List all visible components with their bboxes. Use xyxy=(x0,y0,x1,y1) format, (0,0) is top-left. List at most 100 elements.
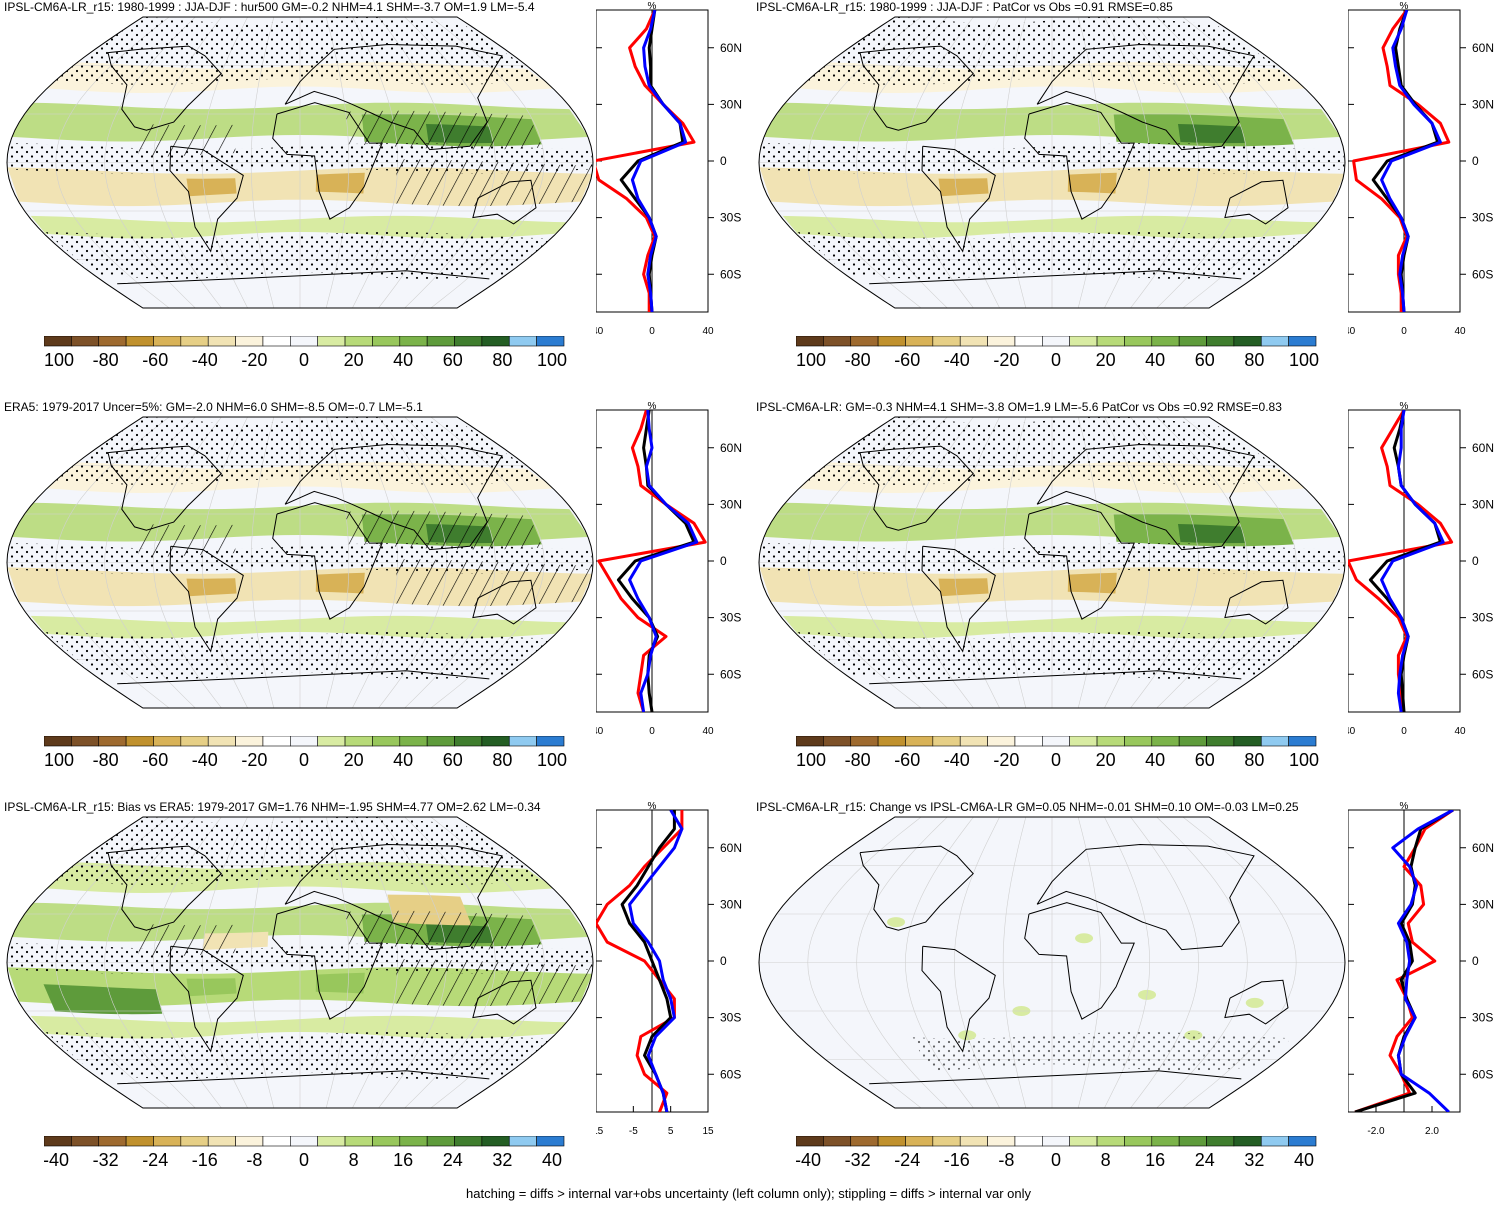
colorbar-swatch xyxy=(317,336,346,347)
colorbar-tick-label: -40 xyxy=(944,750,970,770)
colorbar-swatch xyxy=(262,736,291,747)
profile-line-black xyxy=(616,410,696,712)
colorbar-swatch xyxy=(1233,1136,1262,1147)
profile-line-red xyxy=(1348,410,1454,712)
colorbar-tick-label: -100 xyxy=(44,750,74,770)
colorbar-swatch xyxy=(125,336,154,347)
colorbar-tick-label: -80 xyxy=(93,350,119,370)
colorbar-tick-label: 8 xyxy=(349,1150,359,1170)
footer-note: hatching = diffs > internal var+obs unce… xyxy=(466,1186,1031,1201)
colorbar-tick-label: 20 xyxy=(1096,750,1116,770)
panel-title: IPSL-CM6A-LR_r15: Bias vs ERA5: 1979-201… xyxy=(4,800,541,814)
profile-x-tick-label: 0 xyxy=(1401,326,1407,337)
colorbar-tick-label: 0 xyxy=(1051,750,1061,770)
profile-line-black xyxy=(1368,410,1442,712)
colorbar-swatch xyxy=(1124,1136,1153,1147)
colorbar-tick-label: 100 xyxy=(537,350,567,370)
colorbar-swatch xyxy=(1178,1136,1207,1147)
colorbar-tick-label: 40 xyxy=(1145,350,1165,370)
colorbar-swatch xyxy=(180,336,209,347)
colorbar-swatch xyxy=(905,336,934,347)
colorbar-swatch xyxy=(44,336,72,347)
colorbar-swatch xyxy=(932,1136,961,1147)
lat-tick-label: 30N xyxy=(720,497,742,511)
zonal-mean-profile: % 60N 30N 0 30S 60S -40 0 40 xyxy=(1348,401,1494,737)
profile-x-tick-label: 0 xyxy=(649,326,655,337)
colorbar-swatch xyxy=(235,736,264,747)
profile-line-blue xyxy=(628,410,699,712)
colorbar-swatch xyxy=(1233,336,1262,347)
colorbar-swatch xyxy=(426,336,455,347)
profile-x-tick-label: 2.0 xyxy=(1425,1126,1439,1137)
panel-title: ERA5: 1979-2017 Uncer=5%: GM=-2.0 NHM=6.… xyxy=(4,400,423,414)
colorbar-swatch xyxy=(44,1136,72,1147)
colorbar-tick-label: 60 xyxy=(1195,750,1215,770)
colorbar-swatch xyxy=(850,736,879,747)
profile-unit-label: % xyxy=(648,1,657,12)
colorbar-swatch xyxy=(399,736,428,747)
profile-x-tick-label: 40 xyxy=(1454,726,1466,737)
profile-line-black xyxy=(620,810,676,1112)
colorbar-swatch xyxy=(1151,1136,1180,1147)
lat-tick-label: 0 xyxy=(720,954,727,968)
lat-tick-label: 0 xyxy=(720,554,727,568)
colorbar-tick-label: 24 xyxy=(1195,1150,1215,1170)
lat-tick-label: 30S xyxy=(1472,1011,1493,1025)
panel-title: IPSL-CM6A-LR_r15: 1980-1999 : JJA-DJF : … xyxy=(4,0,535,14)
lat-tick-label: 30N xyxy=(1472,97,1494,111)
colorbar-swatch xyxy=(454,336,483,347)
colorbar-swatch xyxy=(877,336,906,347)
lat-tick-label: 0 xyxy=(1472,554,1479,568)
colorbar-swatch xyxy=(1206,336,1235,347)
colorbar-swatch xyxy=(1288,336,1317,347)
profile-line-red xyxy=(597,410,707,712)
colorbar-tick-label: 0 xyxy=(299,350,309,370)
colorbar-tick-label: 16 xyxy=(393,1150,413,1170)
colorbar-tick-label: 20 xyxy=(1096,350,1116,370)
colorbar-tick-label: 40 xyxy=(393,350,413,370)
colorbar-swatch xyxy=(877,736,906,747)
colorbar-swatch xyxy=(1206,736,1235,747)
colorbar-swatch xyxy=(796,336,824,347)
colorbar-swatch xyxy=(125,736,154,747)
colorbar-swatch xyxy=(344,736,373,747)
lat-tick-label: 30N xyxy=(720,897,742,911)
colorbar-swatch xyxy=(1096,1136,1125,1147)
colorbar-swatch xyxy=(1178,336,1207,347)
colorbar-swatch xyxy=(180,1136,209,1147)
colorbar-swatch xyxy=(1260,1136,1289,1147)
colorbar-tick-label: -100 xyxy=(796,750,826,770)
colorbar-swatch xyxy=(932,736,961,747)
colorbar-tick-label: -20 xyxy=(993,750,1019,770)
colorbar-swatch xyxy=(1042,1136,1070,1147)
colorbar-tick-label: -24 xyxy=(894,1150,920,1170)
colorbar-swatch xyxy=(71,736,100,747)
colorbar-swatch xyxy=(481,336,510,347)
colorbar-tick-label: 80 xyxy=(1244,350,1264,370)
colorbar-swatch xyxy=(71,336,100,347)
world-map xyxy=(6,416,594,709)
colorbar-swatch xyxy=(235,1136,264,1147)
colorbar-swatch xyxy=(1014,336,1043,347)
colorbar-swatch xyxy=(796,1136,824,1147)
colorbar-tick-label: -32 xyxy=(845,1150,871,1170)
profile-unit-label: % xyxy=(1400,1,1409,12)
colorbar-swatch xyxy=(481,1136,510,1147)
colorbar-swatch xyxy=(399,1136,428,1147)
profile-x-tick-label: -15 xyxy=(596,1126,604,1137)
colorbar-tick-label: 20 xyxy=(344,350,364,370)
lat-tick-label: 60S xyxy=(1472,267,1493,281)
colorbar-swatch xyxy=(1042,736,1070,747)
colorbar-tick-label: -40 xyxy=(192,350,218,370)
colorbar-tick-label: 80 xyxy=(492,750,512,770)
profile-x-tick-label: 40 xyxy=(702,726,714,737)
colorbar: -100 -80 -60 -40 -20 0 20 40 60 80 100 xyxy=(796,736,1319,770)
colorbar-tick-label: -100 xyxy=(796,350,826,370)
lat-tick-label: 60S xyxy=(1472,1067,1493,1081)
panel-top-right: IPSL-CM6A-LR_r15: 1980-1999 : JJA-DJF : … xyxy=(752,0,1494,395)
world-map xyxy=(6,816,594,1109)
lat-tick-label: 60N xyxy=(1472,441,1494,455)
colorbar-tick-label: -100 xyxy=(44,350,74,370)
panel-bottom-right: IPSL-CM6A-LR_r15: Change vs IPSL-CM6A-LR… xyxy=(752,800,1494,1195)
lat-tick-label: 30S xyxy=(1472,611,1493,625)
